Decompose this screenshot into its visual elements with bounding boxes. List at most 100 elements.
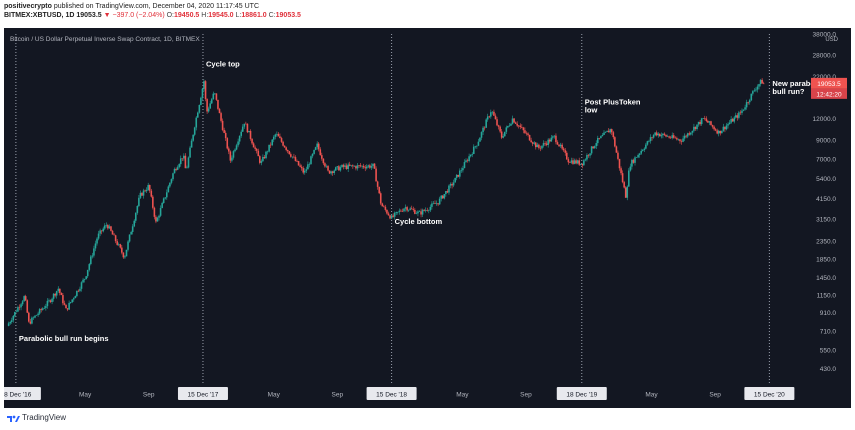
candle: [665, 134, 667, 138]
candle-body: [690, 132, 692, 135]
candle: [462, 165, 464, 173]
candle: [348, 161, 351, 167]
candle-body: [477, 141, 480, 146]
candle-body: [172, 173, 174, 180]
candle: [497, 124, 500, 130]
candle-body: [310, 156, 312, 165]
tradingview-brand[interactable]: TradingView: [22, 413, 67, 422]
candle-body: [286, 149, 289, 152]
candle-body: [750, 93, 753, 101]
candle: [221, 118, 224, 132]
candle-body: [291, 156, 294, 158]
candle: [277, 132, 280, 137]
candle: [738, 110, 740, 120]
candle: [223, 127, 225, 134]
candle: [455, 174, 458, 181]
candle: [583, 159, 585, 166]
candle: [598, 137, 601, 140]
y-axis[interactable]: 38000.0 28000.0 22000.0 12000.0 9000.0 7000.0…: [813, 32, 837, 374]
candle-body: [514, 122, 517, 124]
candle: [449, 182, 452, 189]
candle: [77, 289, 80, 293]
candle-body: [113, 234, 115, 236]
candle-body: [328, 170, 331, 174]
candle: [544, 140, 546, 146]
candle-body: [688, 133, 691, 135]
candle: [432, 201, 435, 205]
candle-body: [459, 170, 461, 177]
candle-body: [472, 146, 475, 154]
candle: [162, 197, 165, 204]
candle: [103, 223, 106, 231]
candle: [288, 150, 291, 155]
author-name[interactable]: positivecrypto: [4, 3, 52, 10]
candle: [496, 116, 498, 127]
candle-body: [680, 141, 683, 142]
chart-pane[interactable]: Bitcoin / US Dollar Perpetual Inverse Sw…: [4, 28, 851, 408]
candle-body: [486, 116, 489, 120]
candle-body: [469, 154, 472, 157]
candle-body: [409, 208, 412, 210]
candle-body: [713, 126, 715, 130]
x-axis[interactable]: 18 Dec '16 May Sep 15 Dec '17 May Sep 15 Dec '…: [4, 387, 795, 400]
candle: [207, 106, 210, 113]
candle-body: [499, 126, 501, 132]
candle: [469, 154, 472, 158]
candle: [144, 189, 146, 193]
candle-body: [142, 190, 145, 196]
candle-body: [513, 118, 515, 123]
candle: [429, 204, 432, 213]
candle-body: [80, 282, 83, 289]
candle: [398, 208, 401, 215]
candle-body: [457, 174, 460, 177]
candle: [679, 138, 681, 144]
candle: [742, 109, 745, 112]
candle: [482, 126, 484, 135]
candle-body: [741, 110, 743, 113]
candle-body: [525, 132, 528, 134]
candle-body: [97, 233, 100, 239]
candle-body: [288, 151, 291, 155]
candle-body: [229, 151, 232, 161]
candle: [407, 209, 410, 212]
candle-body: [578, 160, 580, 165]
candle: [711, 124, 714, 129]
candle-body: [383, 206, 385, 207]
candle: [699, 120, 701, 126]
candle-body: [48, 300, 50, 301]
candle: [240, 129, 243, 138]
y-tick-label: 3150.0: [816, 217, 836, 224]
candle-body: [107, 225, 109, 229]
candle-body: [378, 186, 380, 194]
candle: [176, 165, 179, 171]
candle: [262, 154, 264, 162]
candle-body: [215, 93, 218, 100]
candle: [35, 314, 38, 316]
candle-body: [553, 135, 556, 137]
candle: [254, 145, 256, 151]
candle: [330, 170, 332, 176]
price-chart[interactable]: Bitcoin / US Dollar Perpetual Inverse Sw…: [4, 28, 851, 408]
candle-body: [254, 147, 256, 149]
candle: [477, 138, 480, 147]
tradingview-logo-icon[interactable]: [6, 413, 20, 423]
candle-body: [490, 112, 492, 117]
candle: [179, 155, 182, 167]
candle-body: [570, 160, 573, 163]
candle: [575, 158, 577, 165]
candle: [314, 146, 317, 151]
candle: [307, 161, 309, 170]
candle-body: [60, 292, 63, 296]
candle-body: [175, 168, 177, 170]
candle-body: [31, 317, 33, 324]
candle-body: [347, 164, 349, 169]
candle-body: [290, 154, 292, 157]
candle: [190, 138, 193, 148]
candle-body: [761, 79, 763, 84]
candle-body: [105, 225, 108, 226]
candle: [672, 132, 675, 139]
candle-body: [753, 90, 756, 92]
x-tick-label: Sep: [520, 392, 532, 399]
candle-body: [589, 153, 591, 156]
candle: [226, 137, 229, 150]
